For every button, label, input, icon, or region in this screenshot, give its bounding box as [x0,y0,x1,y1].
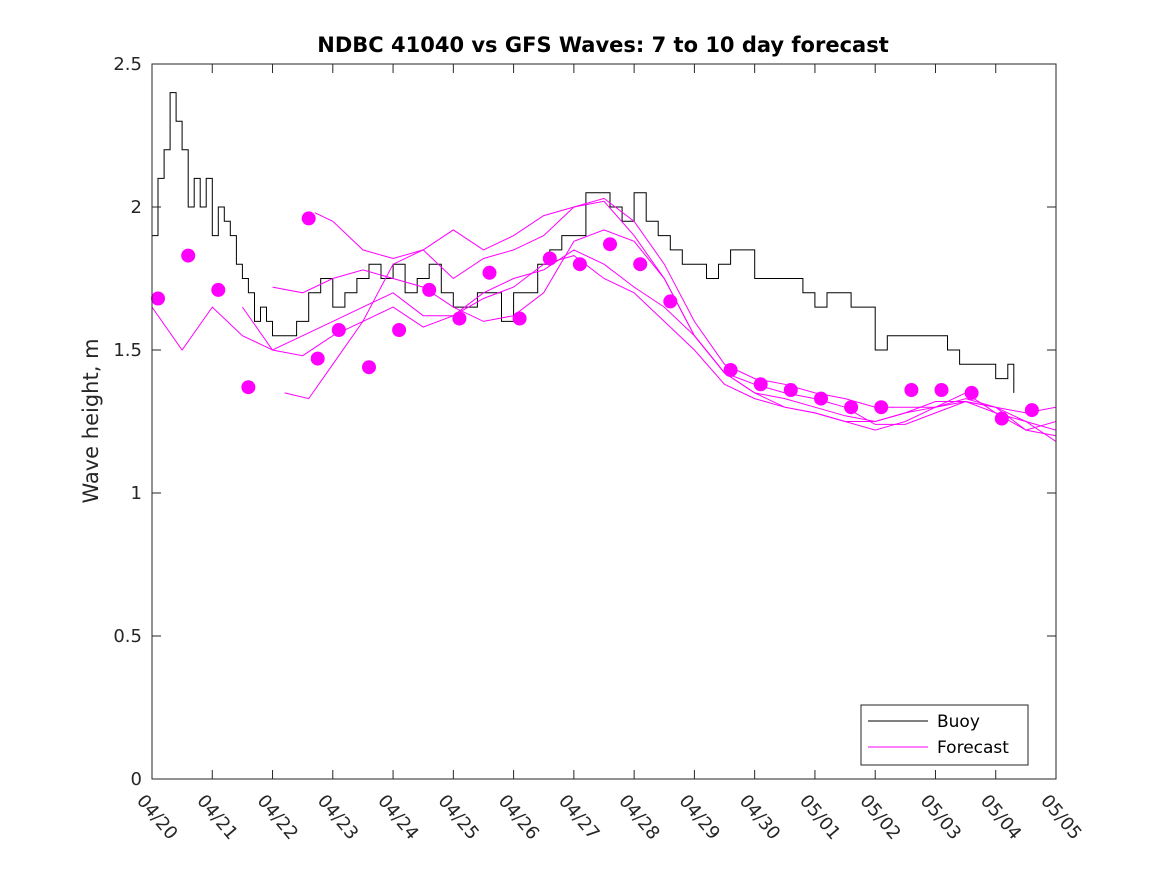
y-tick-label: 2.5 [113,54,142,75]
forecast-point [723,363,738,377]
forecast-point [362,360,376,375]
forecast-point [753,377,768,392]
y-tick-label: 1 [131,483,142,504]
forecast-point [814,391,828,406]
forecast-point [783,383,798,397]
forecast-point [392,323,407,337]
legend-forecast-label: Forecast [937,738,1009,758]
y-tick-label: 0 [131,769,142,790]
forecast-point [151,291,165,306]
forecast-point [542,251,557,266]
forecast-point [633,257,648,272]
forecast-point [301,211,316,226]
forecast-point [512,311,527,326]
forecast-points [151,211,1039,426]
forecast-point [994,411,1009,426]
y-axis: 0 0.5 1 1.5 2 2.5 [113,54,1056,790]
forecast-series-line [241,249,1056,437]
forecast-point [874,400,889,415]
forecast-point [211,282,226,297]
legend: Buoy Forecast [860,704,1029,766]
series-layer [152,92,1056,442]
forecast-point [663,294,678,309]
forecast-point [331,323,346,337]
forecast-point [572,257,587,272]
forecast-point [844,400,859,415]
forecast-point [181,248,196,263]
forecast-point [904,383,919,397]
y-axis-label: Wave height, m [79,338,103,503]
forecast-point [310,351,325,366]
forecast-point [482,265,497,280]
legend-buoy-label: Buoy [937,712,980,732]
forecast-point [603,237,617,252]
forecast-point [934,383,949,397]
forecast-point [422,282,437,297]
chart-title: NDBC 41040 vs GFS Waves: 7 to 10 day for… [317,33,888,57]
forecast-point [1024,403,1039,418]
legend-box [860,704,1029,766]
plot-area-frame [151,63,1057,780]
forecast-point [452,311,467,326]
forecast-point [964,385,979,400]
y-tick-label: 2 [131,197,142,218]
forecast-series-line [284,200,1056,431]
y-tick-label: 1.5 [113,340,142,361]
y-tick-label: 0.5 [113,626,142,647]
forecast-series-line [314,197,1056,414]
forecast-point [241,380,256,395]
